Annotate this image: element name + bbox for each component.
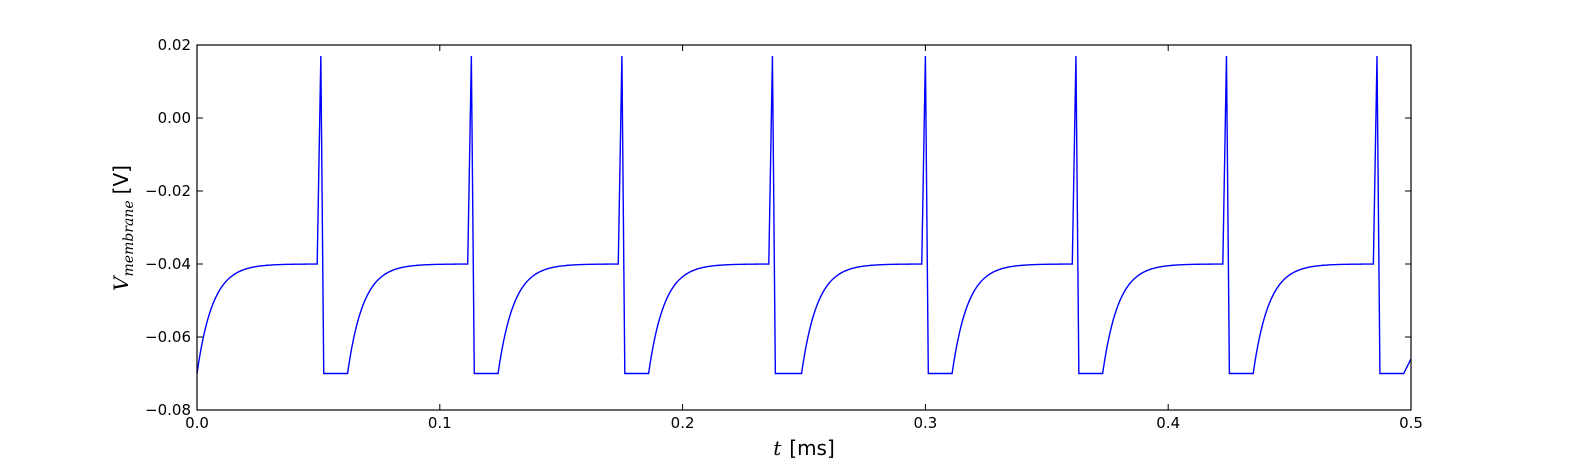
- y-tick-label: −0.08: [145, 401, 191, 419]
- y-axis-label: Vmembrane[V]: [109, 165, 137, 291]
- x-tick-label: 0.5: [1399, 414, 1423, 432]
- x-tick-label: 0.4: [1156, 414, 1180, 432]
- membrane-potential-line: [196, 55, 1412, 375]
- plot-frame: [196, 44, 1412, 411]
- y-tick-label: 0.02: [158, 36, 191, 54]
- x-axis-label: t [ms]: [773, 436, 835, 460]
- x-tick-label: 0.3: [913, 414, 937, 432]
- x-tick-label: 0.2: [671, 414, 695, 432]
- x-tick-label: 0.1: [428, 414, 452, 432]
- x-axis: 0.0 0.1 0.2 0.3 0.4 0.5: [185, 45, 1423, 432]
- y-tick-label: −0.06: [145, 328, 191, 346]
- y-tick-label: 0.00: [158, 109, 191, 127]
- plot-area: [196, 44, 1412, 411]
- y-tick-label: −0.02: [145, 182, 191, 200]
- y-tick-label: −0.04: [145, 255, 191, 273]
- y-axis: 0.02 0.00 −0.02 −0.04 −0.06 −0.08: [145, 36, 1411, 419]
- x-tick-label: 0.0: [185, 414, 209, 432]
